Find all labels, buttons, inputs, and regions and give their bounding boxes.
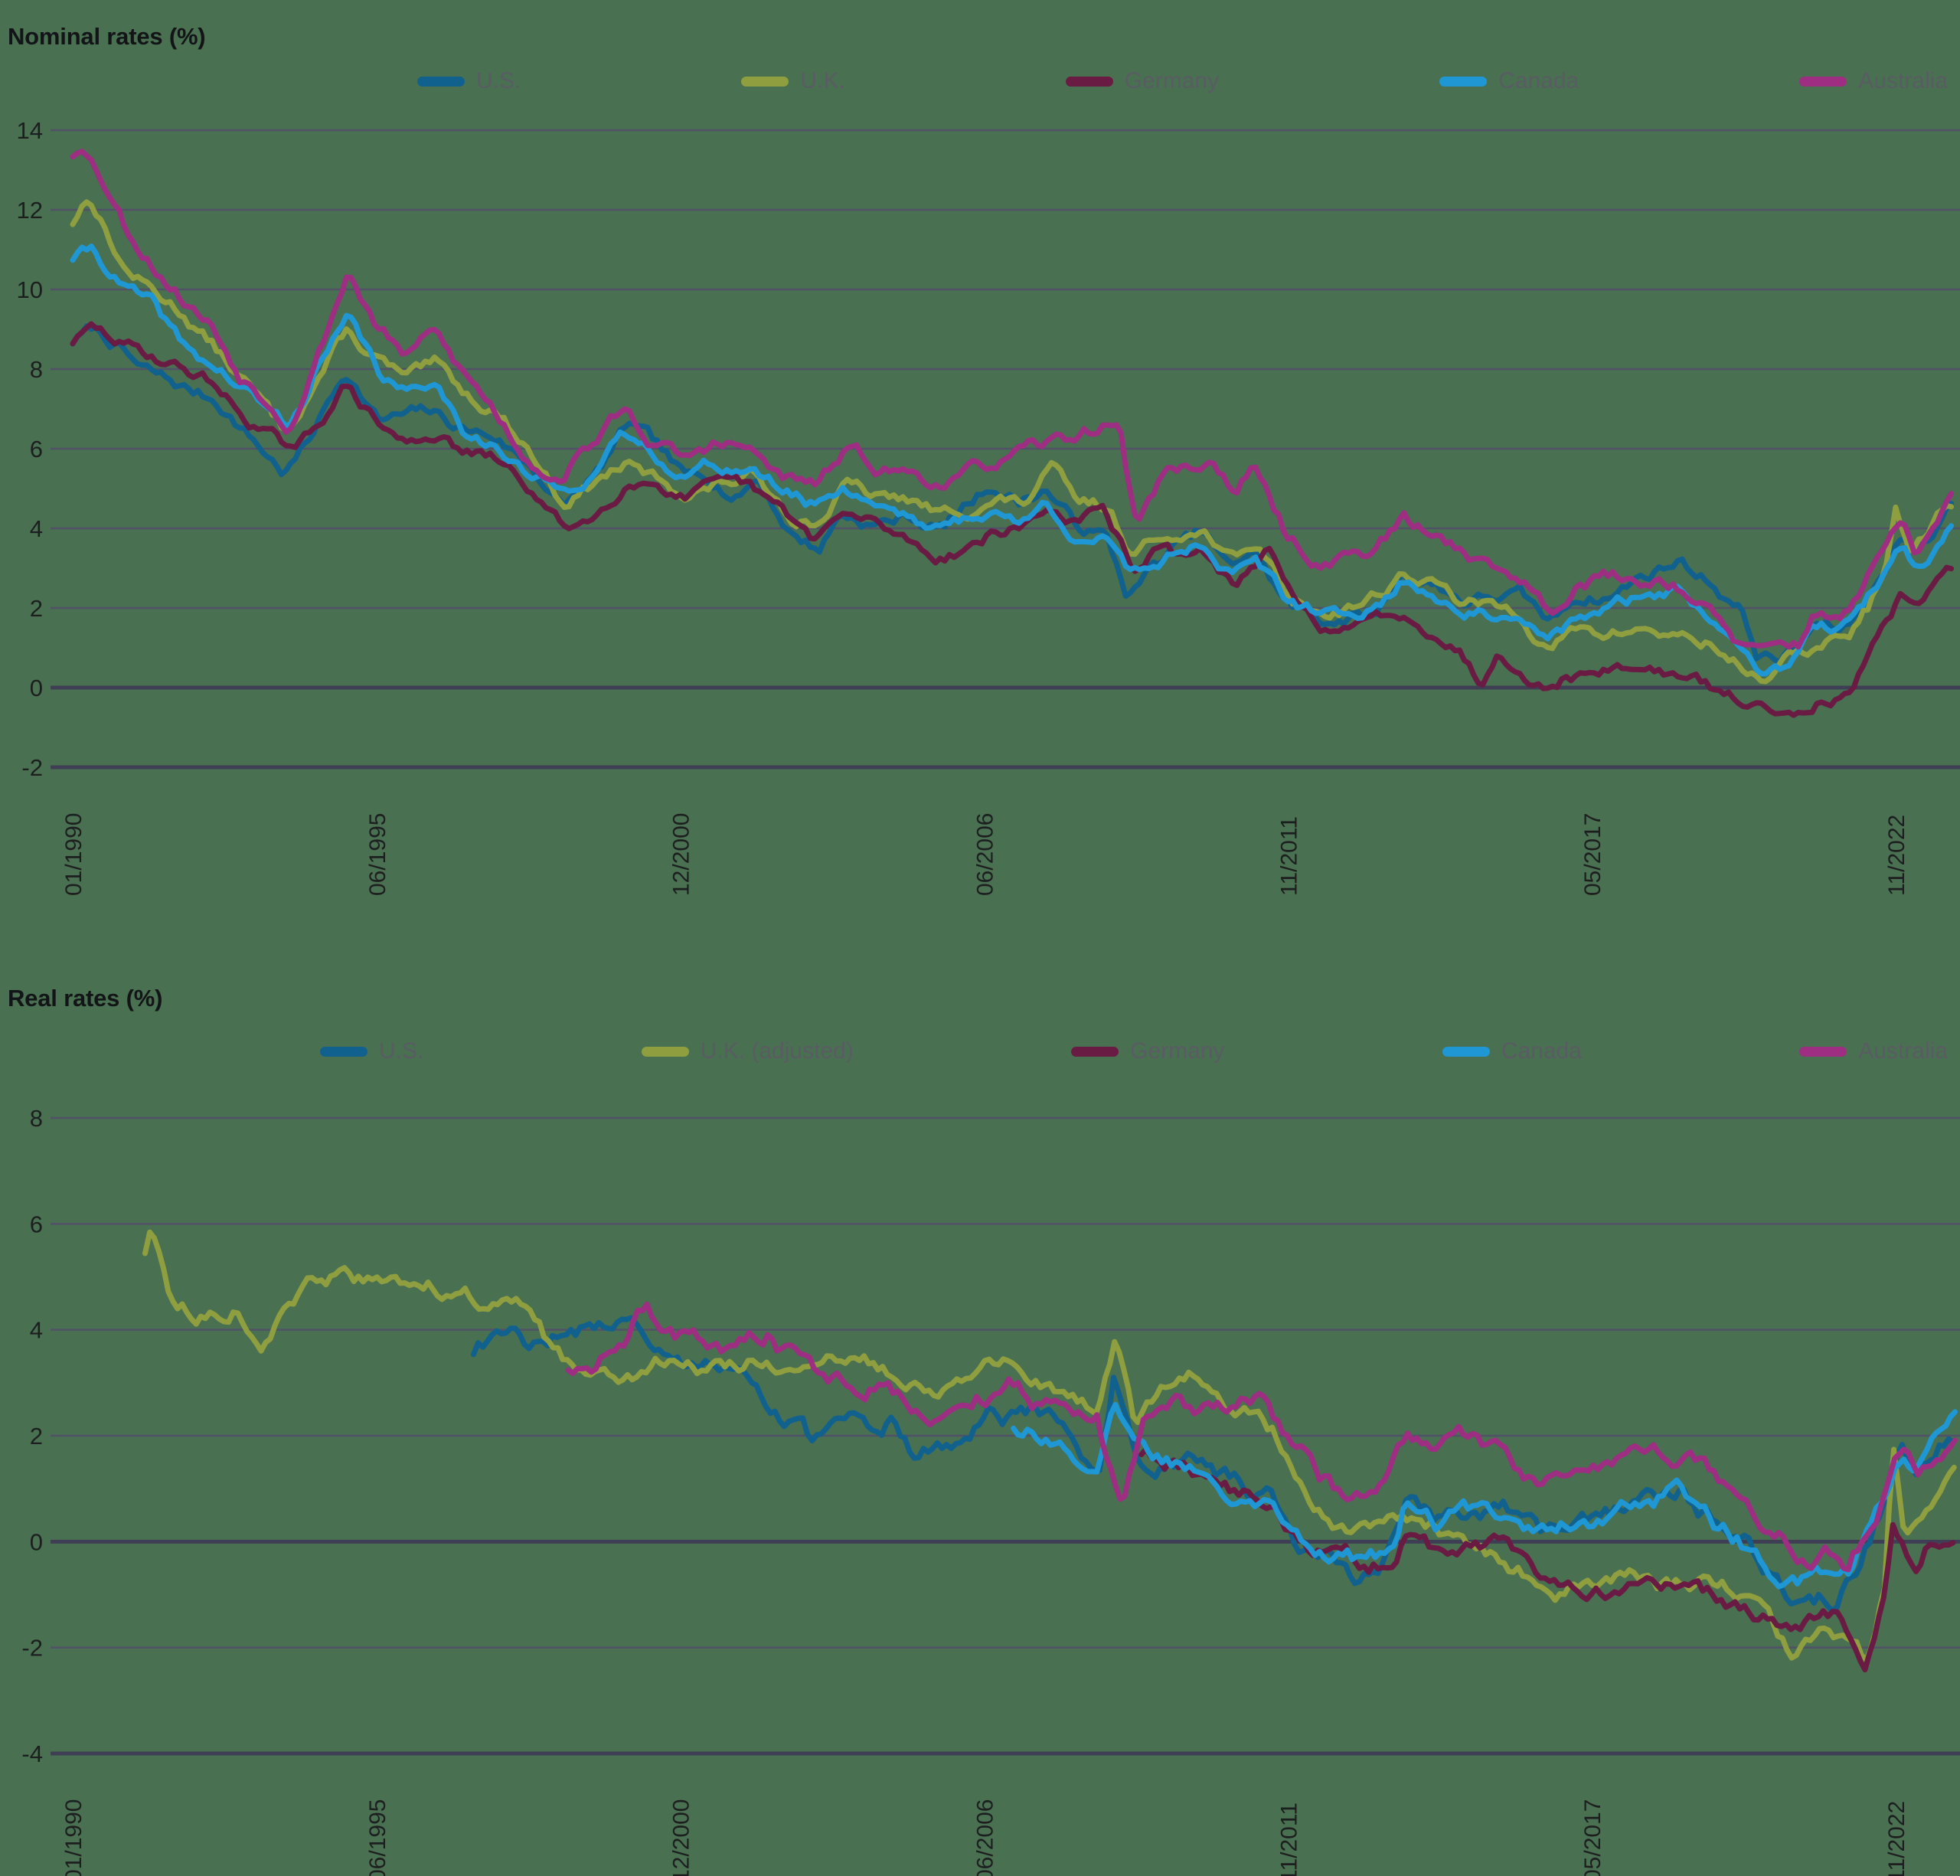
legend-label: U.K. [800,68,845,93]
series-line-germany [70,321,1955,718]
x-tick-label: 06/1995 [365,1799,390,1876]
y-tick-label: 4 [30,515,43,542]
legend-item-u-s: U.S. [320,1038,423,1064]
y-tick-label: 14 [17,117,43,144]
legend-swatch-icon [417,76,465,87]
legend-swatch-icon [1071,1046,1119,1057]
legend-swatch-icon [320,1046,368,1057]
x-tick-label: 05/2017 [1580,813,1606,896]
y-tick-label: 4 [30,1317,43,1344]
series-line-u-k [70,199,1955,685]
series-line-australia [565,1301,1958,1573]
legend-label: Canada [1501,1038,1582,1064]
legend-swatch-icon [1439,76,1488,87]
y-tick-label: -4 [21,1740,43,1767]
x-tick-label: 06/2006 [972,1799,998,1876]
legend-item-u-k: U.K. [741,68,845,94]
x-tick-label: 06/1995 [365,813,390,896]
x-tick-label: 11/2011 [1276,1802,1302,1876]
legend-label: Australia [1858,68,1948,93]
series-line-canada [1011,1401,1958,1590]
legend-label: U.S. [379,1038,424,1064]
legend-label: Germany [1124,68,1220,93]
x-tick-label: 12/2000 [669,813,694,896]
y-tick-label: 0 [30,1528,43,1555]
y-tick-label: 6 [30,1211,43,1237]
x-tick-label: 11/2022 [1884,1801,1909,1876]
legend-swatch-icon [1065,76,1113,87]
real-rates-legend: U.S. U.K. (adjusted) Germany Canada Australi… [320,1038,1948,1065]
y-tick-label: -2 [21,754,43,781]
y-tick-label: 12 [17,197,43,224]
x-tick-label: 01/1990 [61,1799,87,1876]
x-tick-label: 06/2006 [972,813,998,896]
series-line-u-s [70,323,1955,665]
x-tick-label: 05/2017 [1580,1799,1606,1876]
legend-item-germany: Germany [1065,68,1220,94]
legend-label: Germany [1130,1038,1225,1064]
legend-label: U.S. [476,68,521,93]
series-line-u-s [470,1315,1956,1613]
legend-swatch-icon [1442,1046,1490,1057]
legend-item-canada: Canada [1442,1038,1582,1064]
x-tick-label: 01/1990 [61,813,87,896]
legend-label: U.K. (adjusted) [700,1038,854,1064]
y-tick-label: 6 [30,436,43,462]
nominal-rates-title: Nominal rates (%) [8,22,206,50]
legend-swatch-icon [1799,1046,1847,1057]
legend-label: Australia [1858,1038,1948,1064]
legend-label: Canada [1498,68,1579,93]
y-tick-label: 8 [30,356,43,383]
legend-item-u-k-adjusted: U.K. (adjusted) [641,1038,854,1064]
series-line-canada [70,243,1955,677]
y-tick-label: 10 [17,276,43,303]
x-tick-label: 11/2011 [1276,816,1302,896]
y-tick-label: 2 [30,595,43,622]
legend-swatch-icon [741,76,789,87]
legend-swatch-icon [641,1046,689,1057]
x-tick-label: 12/2000 [669,1799,694,1876]
y-tick-label: 0 [30,675,43,701]
legend-item-u-s: U.S. [417,68,521,94]
y-tick-label: 2 [30,1423,43,1449]
legend-item-australia: Australia [1799,68,1948,94]
legend-item-canada: Canada [1439,68,1579,94]
y-tick-label: -2 [21,1635,43,1662]
legend-item-germany: Germany [1071,1038,1224,1064]
x-tick-label: 11/2022 [1884,815,1909,896]
legend-item-australia: Australia [1799,1038,1948,1064]
y-tick-label: 8 [30,1105,43,1132]
series-line-australia [70,149,1955,650]
nominal-rates-legend: U.S. U.K. Germany Canada Australia [417,67,1948,95]
real-rates-title: Real rates (%) [8,984,163,1012]
legend-swatch-icon [1799,76,1847,87]
